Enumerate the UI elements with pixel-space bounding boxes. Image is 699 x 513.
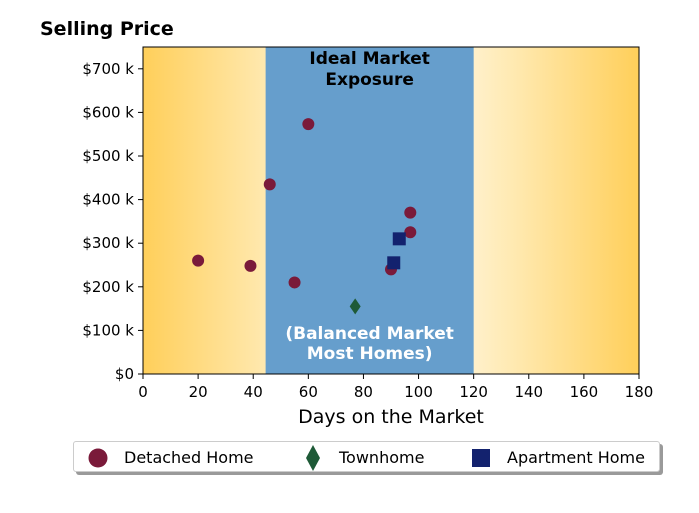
x-tick-label: 140 bbox=[514, 383, 543, 401]
legend-item-detached-home: Detached Home bbox=[86, 442, 254, 473]
point-detached-home bbox=[404, 226, 417, 239]
x-axis: 0 20 40 60 80 100 120 140 160 180 bbox=[138, 374, 653, 401]
ideal-exposure-band bbox=[265, 47, 474, 374]
x-tick-label: 40 bbox=[244, 383, 263, 401]
point-detached-home bbox=[404, 206, 417, 219]
point-detached-home bbox=[288, 276, 301, 289]
y-axis: $0 $100 k $200 k $300 k $400 k $500 k $600 k $7… bbox=[82, 60, 143, 383]
point-detached-home bbox=[244, 259, 257, 272]
legend-label-detached-home: Detached Home bbox=[124, 448, 254, 467]
data-points bbox=[192, 118, 417, 315]
y-tick-label: $600 k bbox=[82, 103, 134, 121]
y-tick-label: $0 bbox=[115, 365, 134, 383]
x-tick-label: 60 bbox=[299, 383, 318, 401]
y-tick-label: $400 k bbox=[82, 191, 134, 209]
y-tick-label: $700 k bbox=[82, 60, 134, 78]
x-tick-label: 160 bbox=[570, 383, 599, 401]
y-tick-label: $500 k bbox=[82, 147, 134, 165]
x-tick-label: 80 bbox=[354, 383, 373, 401]
band-label-top-line-2: Exposure bbox=[325, 70, 414, 90]
x-tick-label: 0 bbox=[138, 383, 148, 401]
point-apartment-home bbox=[392, 232, 406, 246]
diamond-marker-icon bbox=[306, 444, 320, 471]
legend-label-apartment-home: Apartment Home bbox=[507, 448, 645, 467]
legend-label-townhome: Townhome bbox=[339, 448, 425, 467]
x-tick-label: 20 bbox=[189, 383, 208, 401]
legend-item-apartment-home: Apartment Home bbox=[469, 442, 645, 473]
point-detached-home bbox=[263, 178, 276, 191]
x-axis-label: Days on the Market bbox=[298, 406, 484, 428]
legend-item-townhome: Townhome bbox=[301, 442, 424, 473]
x-tick-label: 180 bbox=[625, 383, 654, 401]
plot-frame bbox=[142, 46, 640, 375]
square-marker-icon bbox=[472, 448, 490, 467]
point-detached-home bbox=[302, 118, 315, 131]
point-apartment-home bbox=[387, 256, 401, 270]
circle-marker-icon bbox=[88, 448, 108, 467]
band-label-bottom-line-2: Most Homes) bbox=[307, 344, 433, 364]
x-tick-label: 120 bbox=[459, 383, 488, 401]
y-tick-label: $100 k bbox=[82, 321, 134, 339]
band-label-top-line-1: Ideal Market bbox=[309, 49, 430, 69]
y-tick-label: $300 k bbox=[82, 234, 134, 252]
point-townhome bbox=[349, 298, 361, 315]
x-tick-label: 100 bbox=[404, 383, 433, 401]
point-detached-home bbox=[192, 254, 205, 267]
legend: Detached Home Townhome Apartment Home bbox=[73, 441, 660, 472]
chart-title: Selling Price bbox=[40, 18, 174, 40]
band-label-bottom-line-1: (Balanced Market bbox=[285, 324, 454, 344]
y-tick-label: $200 k bbox=[82, 278, 134, 296]
